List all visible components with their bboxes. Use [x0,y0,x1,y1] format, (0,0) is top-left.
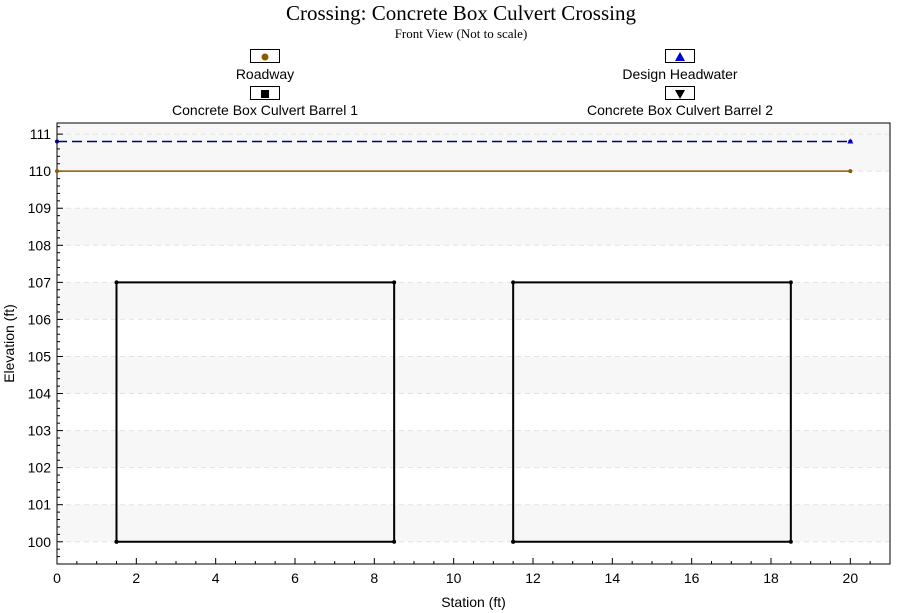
data-point [788,539,793,544]
data-point [392,280,397,285]
y-tick-label: 100 [28,534,52,550]
series-line-3 [512,281,792,543]
data-point [848,169,853,174]
x-tick-label: 4 [212,570,220,586]
square-marker-icon [261,90,269,98]
x-tick-label: 6 [291,570,299,586]
data-point [392,539,397,544]
y-tick-label: 109 [28,200,52,216]
x-tick-label: 18 [763,570,779,586]
y-tick-label: 101 [28,497,52,513]
y-tick-label: 107 [28,274,52,290]
y-tick-label: 105 [28,348,52,364]
circle-marker-icon [261,53,269,61]
x-tick-label: 14 [605,570,621,586]
x-tick-label: 12 [525,570,541,586]
series-layer [55,138,854,544]
x-tick-label: 20 [843,570,859,586]
chart-title: Crossing: Concrete Box Culvert Crossing [286,1,636,25]
background-band [57,282,890,320]
legend-swatch-barrel-1 [250,86,280,100]
data-point [511,280,516,285]
triangle-up-marker-icon [675,52,685,61]
y-tick-label: 102 [28,460,52,476]
y-tick-label: 106 [28,311,52,327]
data-point [788,280,793,285]
background-band [57,208,890,246]
data-point [511,539,516,544]
background-band [57,123,890,135]
legend-label-roadway: Roadway [235,66,295,82]
plot-border [56,122,891,565]
legend-label-barrel-2: Concrete Box Culvert Barrel 2 [587,102,773,118]
data-point [114,280,119,285]
legend-label-barrel-1: Concrete Box Culvert Barrel 1 [172,102,358,118]
x-tick-label: 0 [53,570,61,586]
data-point [55,139,59,144]
grid-lines [57,133,890,543]
background-band [57,356,890,394]
background-band [57,430,890,468]
y-axis-title: Elevation (ft) [1,304,17,383]
x-tick-label: 16 [684,570,700,586]
legend-swatch-design-headwater [665,49,695,63]
x-axis-title: Station (ft) [441,594,506,610]
legend-swatch-barrel-2 [665,86,695,100]
data-point [55,169,59,174]
chart-subtitle: Front View (Not to scale) [394,26,528,41]
y-tick-label: 108 [28,237,52,253]
x-tick-label: 10 [446,570,462,586]
y-tick-label: 110 [29,163,52,179]
background-bands [57,123,890,542]
x-tick-label: 2 [132,570,140,586]
y-tick-label: 111 [30,126,51,142]
background-band [57,134,890,172]
legend-label-design-headwater: Design Headwater [622,66,738,82]
y-tick-label: 104 [28,386,52,402]
y-tick-label: 103 [28,423,52,439]
x-tick-label: 8 [370,570,378,586]
background-band [57,504,890,542]
data-point [114,539,119,544]
triangle-down-marker-icon [675,90,685,99]
headwater-marker [847,138,854,144]
legend-swatch-roadway [250,49,280,63]
series-line-2 [115,281,396,543]
